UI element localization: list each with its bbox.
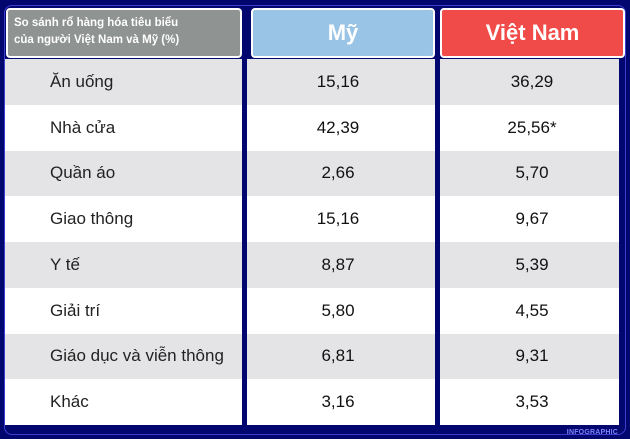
table-title-line-1: So sánh rổ hàng hóa tiêu biểu: [14, 17, 179, 29]
column-header-my: Mỹ: [251, 8, 435, 58]
watermark: INFOGRAPHIC: [566, 429, 618, 436]
value-my: 42,39: [316, 117, 360, 137]
column-separator: [242, 59, 247, 425]
category-label: Nhà cửa: [50, 117, 116, 137]
column-header-vietnam-label: Việt Nam: [485, 20, 580, 45]
value-my: 3,16: [321, 392, 355, 412]
table-row: Ăn uống 15,16 36,29: [5, 59, 619, 105]
table-row: Giao thông 15,16 9,67: [5, 196, 619, 242]
table-title-cell: So sánh rổ hàng hóa tiêu biểu của người …: [6, 8, 242, 58]
table-title: So sánh rổ hàng hóa tiêu biểu của người …: [14, 15, 236, 49]
value-my: 15,16: [316, 209, 360, 229]
table-row: Nhà cửa 42,39 25,56*: [5, 104, 619, 151]
category-label: Khác: [50, 392, 89, 412]
value-vietnam: 5,39: [515, 254, 549, 274]
table-row: Y tế 8,87 5,39: [5, 242, 619, 288]
value-vietnam: 9,31: [515, 346, 549, 366]
table-title-line-2: của người Việt Nam và Mỹ (%): [14, 34, 180, 46]
category-label: Giáo dục và viễn thông: [50, 346, 224, 366]
column-header-my-label: Mỹ: [327, 20, 359, 45]
value-my: 15,16: [316, 71, 360, 91]
table-row: Quần áo 2,66 5,70: [5, 150, 619, 197]
value-vietnam: 5,70: [515, 163, 549, 183]
column-header-vietnam: Việt Nam: [440, 8, 625, 58]
value-vietnam: 9,67: [515, 209, 549, 229]
category-label: Y tế: [50, 254, 80, 274]
category-label: Ăn uống: [50, 71, 114, 91]
value-vietnam: 36,29: [510, 71, 554, 91]
value-vietnam: 4,55: [515, 300, 549, 320]
category-label: Giải trí: [50, 300, 101, 320]
category-label: Giao thông: [50, 209, 134, 229]
table-row: Giáo dục và viễn thông 6,81 9,31: [5, 333, 619, 380]
table-row: Khác 3,16 3,53: [5, 379, 619, 425]
value-vietnam: 25,56*: [507, 117, 557, 137]
value-vietnam: 3,53: [515, 392, 549, 412]
value-my: 6,81: [321, 346, 355, 366]
column-separator: [435, 59, 440, 425]
table-body: Ăn uống 15,16 36,29 Nhà cửa 42,39 25,56* Quần …: [5, 59, 619, 425]
category-label: Quần áo: [50, 163, 116, 183]
value-my: 5,80: [321, 300, 355, 320]
value-my: 8,87: [321, 254, 355, 274]
outer-frame: [4, 5, 626, 435]
value-my: 2,66: [321, 163, 355, 183]
table-row: Giải trí 5,80 4,55: [5, 287, 619, 334]
